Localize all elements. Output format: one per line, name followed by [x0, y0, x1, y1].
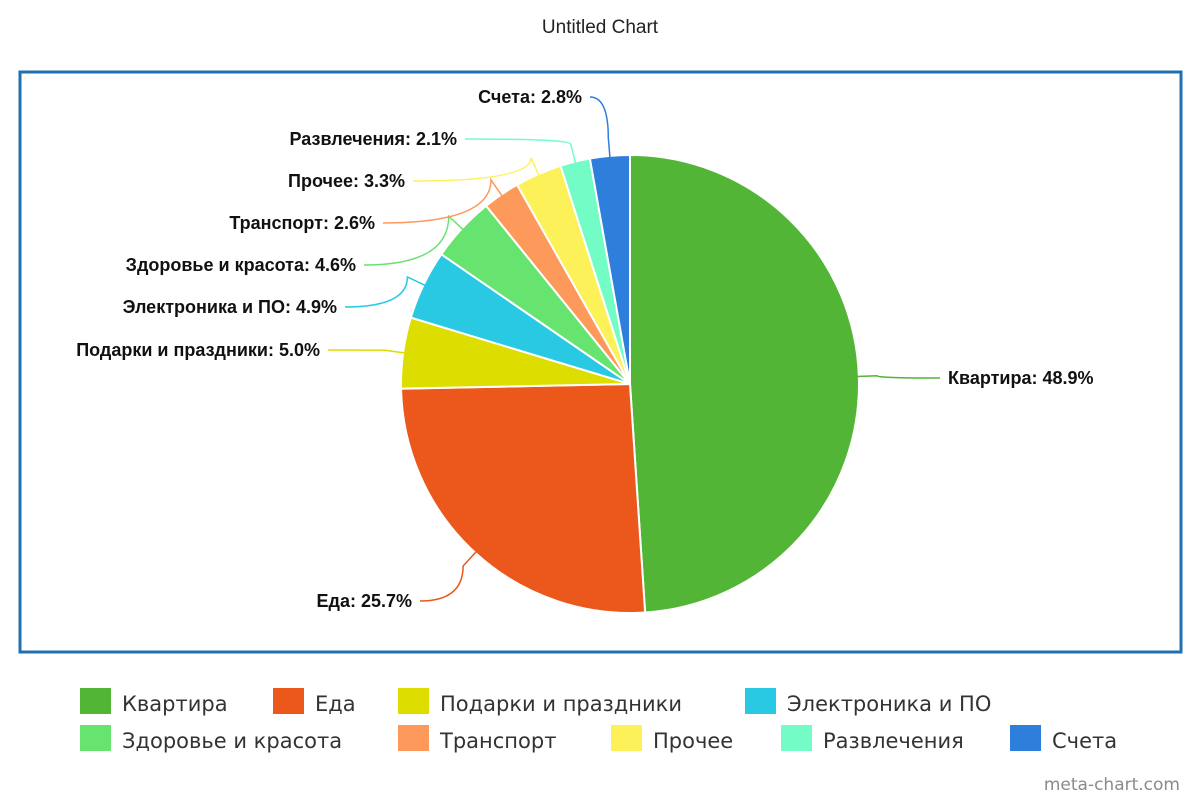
slice-label: Развлечения: 2.1% [290, 129, 457, 149]
legend-label: Квартира [122, 692, 228, 716]
legend-swatch [273, 688, 304, 714]
leader-line [412, 157, 540, 182]
leader-line [344, 275, 426, 308]
legend-label: Транспорт [439, 729, 556, 753]
leader-line [856, 375, 941, 379]
slice-label: Транспорт: 2.6% [229, 213, 375, 233]
legend-item[interactable]: Подарки и праздники [398, 688, 682, 716]
plot-frame [18, 70, 1183, 654]
legend-item[interactable]: Транспорт [398, 725, 556, 753]
legend-label: Счета [1052, 729, 1117, 753]
legend-swatch [745, 688, 776, 714]
slice-label: Квартира: 48.9% [948, 368, 1094, 388]
legend-swatch [611, 725, 642, 751]
slice-label: Подарки и праздники: 5.0% [76, 340, 320, 360]
leader-line [327, 349, 406, 354]
label-leader-lines [327, 96, 941, 602]
legend-swatch [398, 725, 429, 751]
slice-label: Счета: 2.8% [478, 87, 582, 107]
legend-label: Развлечения [823, 729, 964, 753]
legend-item[interactable]: Счета [1010, 725, 1117, 753]
legend-item[interactable]: Здоровье и красота [80, 725, 342, 753]
leader-line [419, 550, 478, 602]
slice-label: Электроника и ПО: 4.9% [123, 297, 337, 317]
legend-swatch [1010, 725, 1041, 751]
pie-slice[interactable] [629, 153, 860, 614]
legend-item[interactable]: Еда [273, 688, 356, 716]
legend-label: Прочее [653, 729, 733, 753]
slice-label: Еда: 25.7% [317, 591, 412, 611]
legend-swatch [80, 688, 111, 714]
legend-label: Подарки и праздники [440, 692, 682, 716]
legend-swatch [398, 688, 429, 714]
leader-line [363, 214, 464, 266]
legend-item[interactable]: Электроника и ПО [745, 688, 991, 716]
legend-label: Еда [315, 692, 356, 716]
slice-label: Здоровье и красота: 4.6% [126, 255, 356, 275]
legend-swatch [781, 725, 812, 751]
leader-line [589, 96, 611, 158]
chart-title: Untitled Chart [542, 17, 659, 38]
legend-item[interactable]: Квартира [80, 688, 228, 716]
leader-line [382, 177, 503, 224]
slice-label: Прочее: 3.3% [288, 171, 405, 191]
legend-item[interactable]: Прочее [611, 725, 733, 753]
legend-item[interactable]: Развлечения [781, 725, 964, 753]
watermark: meta-chart.com [1044, 775, 1180, 795]
slice-labels: Квартира: 48.9% Еда: 25.7% Подарки и празд… [76, 87, 1093, 611]
pie-slices [400, 153, 860, 614]
legend-label: Электроника и ПО [787, 692, 991, 716]
legend-label: Здоровье и красота [122, 729, 342, 753]
legend: Квартира Еда Подарки и праздники Электроник… [80, 688, 1117, 753]
leader-line [464, 138, 577, 164]
pie-slice[interactable] [400, 382, 647, 614]
legend-swatch [80, 725, 111, 751]
